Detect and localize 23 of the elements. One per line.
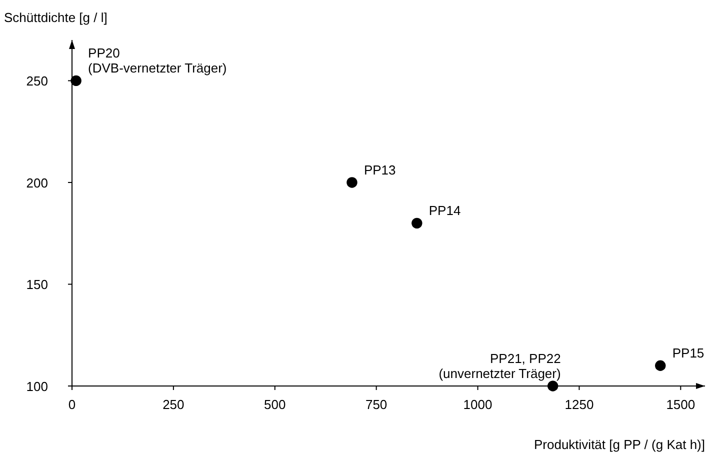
annotation: PP20 (DVB-vernetzter Träger) [88, 46, 227, 76]
annotation: PP14 [428, 203, 461, 218]
annotation: PP13 [364, 162, 396, 178]
x-tick-label: 250 [162, 397, 184, 412]
point [70, 75, 82, 86]
annotation: PP15 [672, 346, 704, 361]
x-tick-label: 1250 [564, 397, 594, 412]
y-tick-label: 150 [26, 277, 48, 292]
x-tick-label: 1000 [463, 397, 492, 412]
x-tick-label: 750 [365, 397, 388, 412]
x-tick-label: 500 [264, 397, 286, 412]
x-tick-label: 0 [68, 397, 76, 412]
y-tick-label: 100 [26, 379, 48, 394]
y-tick-label: 200 [26, 175, 48, 190]
annotation: PP21, PP22 (unvernetzter Träger) [438, 351, 561, 381]
point [346, 177, 358, 188]
x-axis-title: Produktivität [g PP / (g Kat h)] [534, 437, 705, 452]
x-tick-label: 1500 [666, 397, 696, 412]
point [412, 218, 422, 229]
point [655, 360, 666, 371]
y-axis-title: Schüttdichte [g / l] [4, 10, 108, 25]
point [547, 380, 558, 392]
y-tick-label: 250 [26, 74, 48, 89]
